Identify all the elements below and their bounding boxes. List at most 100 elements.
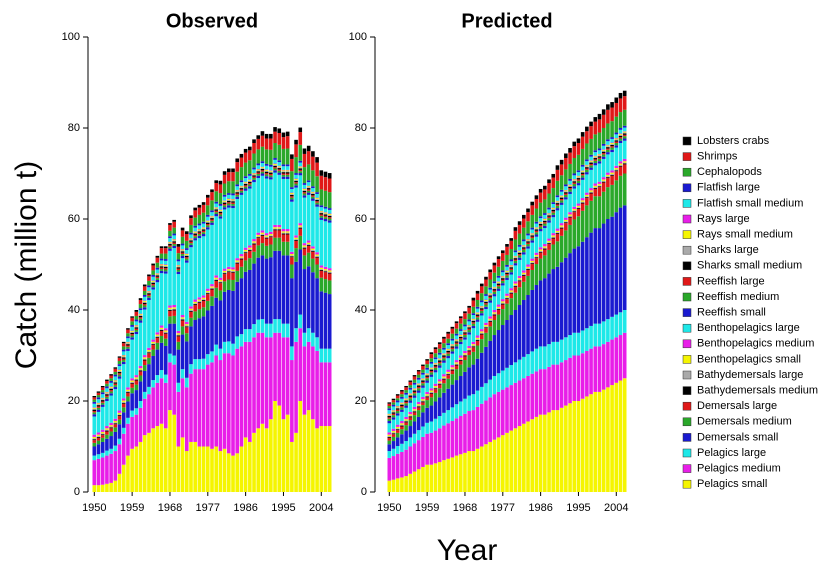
bar-segment: [130, 337, 134, 340]
bar-segment: [467, 348, 471, 350]
bar-segment: [433, 363, 438, 365]
bar-segment: [222, 205, 227, 208]
bar-segment: [551, 410, 556, 492]
bar-segment: [471, 322, 476, 324]
bar-segment: [168, 250, 172, 306]
bar-segment: [117, 360, 122, 365]
bar-segment: [589, 163, 593, 166]
bar-segment: [163, 268, 168, 270]
bar-segment: [252, 176, 256, 179]
bar-segment: [172, 242, 176, 245]
bar-segment: [555, 210, 560, 229]
y-tick-label: 80: [355, 122, 367, 134]
bar-segment: [387, 414, 392, 416]
bar-segment: [109, 453, 113, 483]
bar-segment: [614, 132, 619, 135]
bar-segment: [264, 233, 269, 236]
bar-segment: [256, 319, 261, 333]
bar-segment: [193, 359, 197, 370]
bar-segment: [387, 451, 392, 458]
bar-segment: [496, 284, 501, 287]
bar-segment: [538, 250, 543, 252]
bar-segment: [315, 337, 319, 351]
bar-segment: [559, 262, 564, 340]
bar-segment: [547, 344, 551, 367]
bar-segment: [568, 215, 572, 217]
bar-segment: [222, 291, 227, 342]
bar-segment: [622, 138, 627, 141]
bar-segment: [576, 180, 581, 184]
bar-segment: [597, 187, 602, 197]
legend-swatch: [682, 308, 692, 317]
bar-segment: [100, 429, 105, 432]
bar-segment: [530, 227, 535, 230]
bar-segment: [142, 286, 147, 291]
bar-segment: [184, 333, 189, 342]
bar-segment: [601, 149, 606, 151]
bar-segment: [264, 245, 269, 259]
bar-segment: [264, 238, 269, 246]
bar-segment: [484, 444, 488, 492]
bar-segment: [205, 310, 210, 355]
bar-segment: [517, 279, 522, 281]
bar-segment: [105, 450, 109, 456]
panel-title: Predicted: [461, 10, 552, 32]
bar-segment: [277, 229, 282, 231]
bar-segment: [218, 282, 223, 284]
bar-segment: [142, 359, 147, 361]
bar-segment: [538, 231, 543, 248]
bar-segment: [614, 116, 619, 133]
bar-segment: [180, 317, 185, 319]
bar-segment: [526, 233, 530, 236]
bar-segment: [576, 203, 581, 206]
bar-segment: [412, 391, 417, 394]
bar-segment: [218, 216, 223, 219]
bar-segment: [606, 154, 610, 173]
bar-segment: [138, 308, 143, 310]
bar-segment: [538, 247, 543, 250]
bar-segment: [610, 170, 614, 173]
bar-segment: [593, 183, 598, 186]
bar-segment: [227, 203, 231, 206]
bar-segment: [294, 182, 298, 184]
bar-segment: [184, 254, 189, 256]
bar-segment: [227, 205, 231, 208]
bar-segment: [576, 208, 581, 217]
bar-segment: [437, 382, 442, 384]
bar-segment: [543, 278, 547, 347]
bar-segment: [126, 392, 130, 397]
bar-segment: [404, 394, 408, 399]
bar-segment: [580, 148, 585, 165]
bar-segment: [227, 341, 231, 354]
bar-segment: [551, 173, 556, 178]
bar-segment: [243, 185, 248, 187]
bar-segment: [601, 156, 606, 159]
bar-segment: [391, 448, 396, 457]
bar-segment: [130, 330, 134, 332]
bar-segment: [176, 333, 181, 335]
bar-segment: [488, 296, 492, 299]
bar-segment: [543, 414, 547, 492]
bar-segment: [442, 412, 446, 426]
bar-segment: [113, 424, 118, 428]
bar-segment: [408, 398, 413, 401]
bar-segment: [547, 209, 551, 214]
bar-segment: [479, 309, 484, 311]
bar-segment: [109, 425, 113, 427]
bar-segment: [614, 147, 619, 166]
bar-segment: [614, 165, 619, 169]
bar-segment: [277, 230, 282, 238]
bar-segment: [437, 344, 442, 349]
bar-segment: [479, 293, 484, 301]
bar-segment: [509, 272, 514, 275]
bar-segment: [513, 286, 518, 293]
bar-segment: [593, 160, 598, 164]
bar-segment: [96, 399, 101, 403]
bar-segment: [513, 256, 518, 258]
x-tick-label: 1995: [271, 502, 295, 514]
bar-segment: [547, 243, 551, 245]
bar-segment: [218, 193, 223, 204]
bar-segment: [264, 235, 269, 237]
bar-segment: [538, 188, 543, 193]
bar-segment: [218, 300, 223, 349]
